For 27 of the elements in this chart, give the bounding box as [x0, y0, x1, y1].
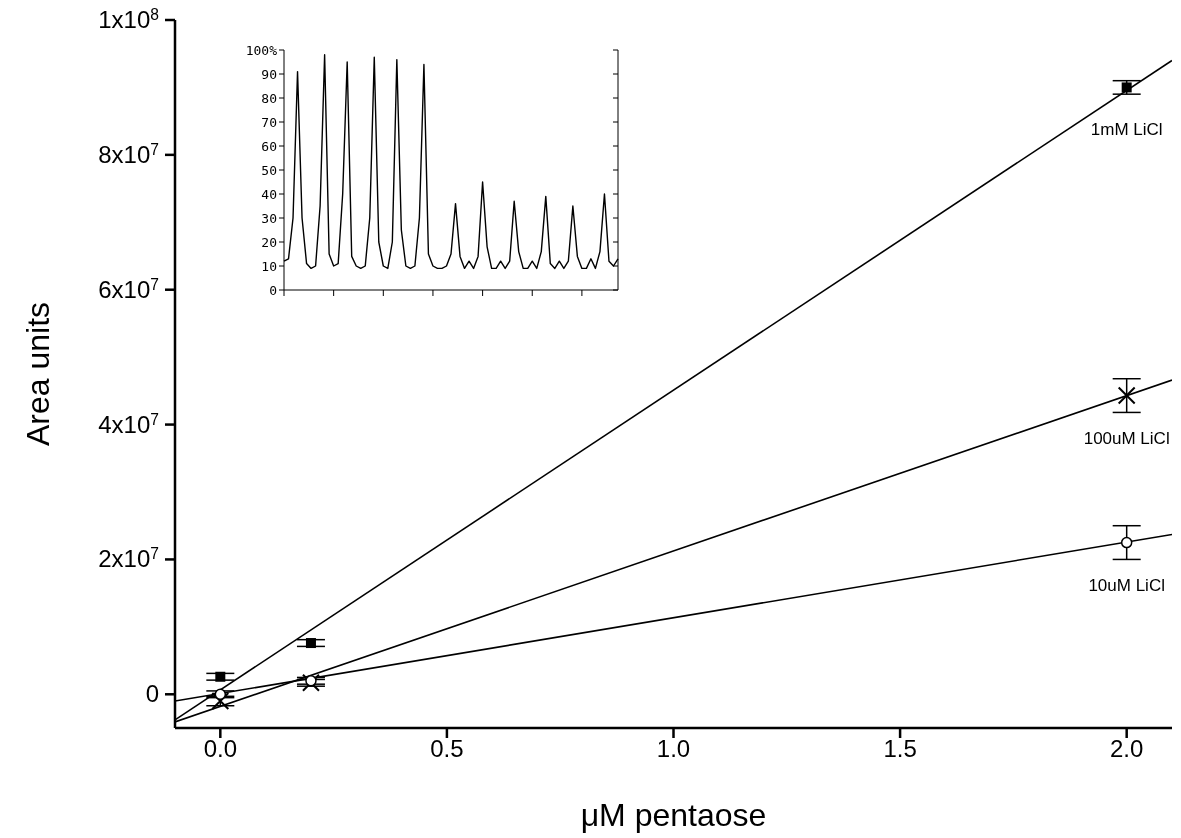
text: 1mM LiCl: [1090, 120, 1163, 140]
y-tick-label: 70: [261, 114, 277, 130]
y-tick-label: 4x10$^{7}$: [98, 410, 159, 438]
y-tick-label: 90: [261, 66, 277, 82]
y-tick-label: 0: [269, 282, 277, 298]
y-tick-label: 40: [261, 186, 277, 202]
x-tick-label: 2.0: [1109, 735, 1144, 763]
y-tick-label: 20: [261, 234, 277, 250]
x-axis-title: μM pentaose: [580, 797, 767, 833]
y-tick-label: 100%: [245, 42, 278, 58]
y-tick-label: 0: [145, 680, 159, 708]
y-tick-label: 8x10$^{7}$: [98, 140, 159, 168]
y-tick-label: 6x10$^{7}$: [98, 275, 159, 303]
text: 100uM LiCl: [1083, 428, 1170, 448]
y-tick-label: 1x10$^{8}$: [98, 5, 159, 33]
y-tick-label: 10: [261, 258, 277, 274]
text: 10uM LiCl: [1088, 575, 1165, 595]
x-tick-label: 0.5: [430, 735, 464, 763]
y-tick-label: 80: [261, 90, 277, 106]
y-tick-label: 60: [261, 138, 277, 154]
y-tick-label: 30: [261, 210, 277, 226]
y-tick-label: 50: [261, 162, 277, 178]
y-axis-title: Area units: [20, 301, 57, 447]
x-tick-label: 1.5: [883, 735, 917, 763]
x-tick-label: 0.0: [203, 735, 238, 763]
y-tick-label: 2x10$^{7}$: [98, 544, 159, 573]
x-tick-label: 1.0: [656, 735, 691, 763]
